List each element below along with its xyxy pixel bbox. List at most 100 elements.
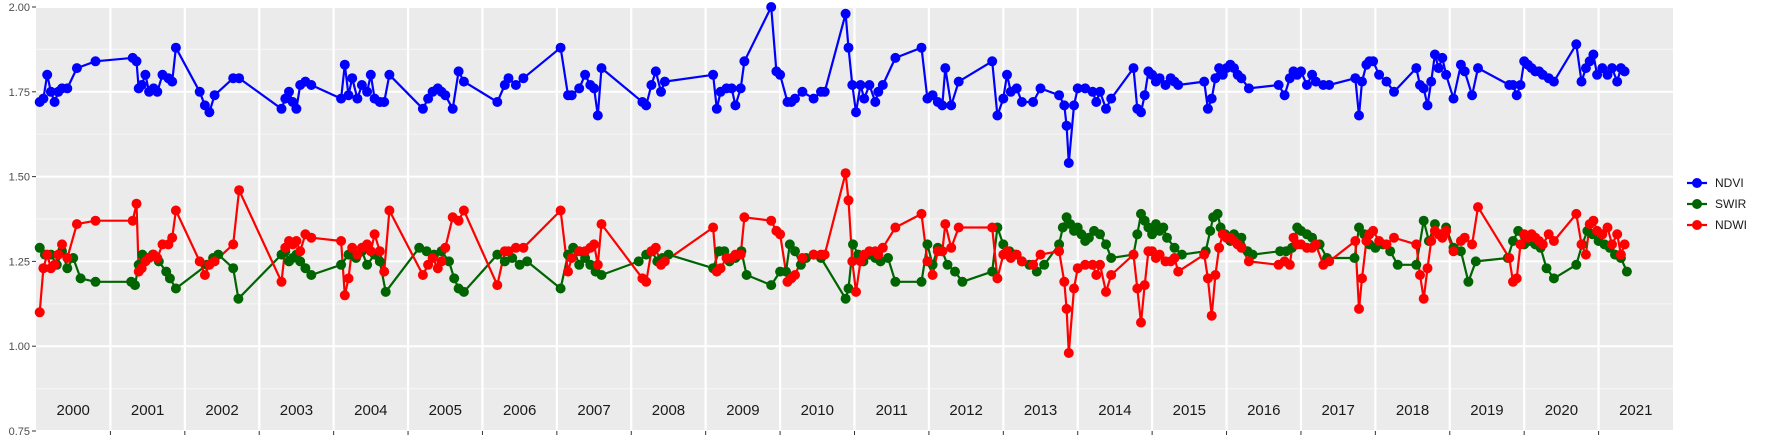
data-point-ndvi xyxy=(510,80,521,90)
legend-key-point xyxy=(1692,199,1702,209)
data-point-ndwi xyxy=(90,215,101,226)
data-point-ndvi xyxy=(940,63,951,74)
data-point-ndvi xyxy=(566,90,577,101)
y-axis: 0.75 1.00 1.25 1.50 1.75 2.00 xyxy=(9,2,1600,438)
year-label: 2002 xyxy=(205,402,238,419)
data-point-ndwi xyxy=(1059,276,1070,287)
data-point-ndvi xyxy=(1202,103,1213,114)
data-point-ndwi xyxy=(1354,303,1364,314)
data-point-ndwi xyxy=(306,232,317,243)
data-point-ndwi xyxy=(1350,236,1361,246)
data-point-swir xyxy=(306,270,317,280)
data-point-ndwi xyxy=(427,253,438,263)
data-point-ndvi xyxy=(49,97,60,107)
data-point-ndwi xyxy=(339,290,350,301)
data-point-ndvi xyxy=(650,66,661,77)
data-point-ndvi xyxy=(708,69,719,80)
data-point-ndwi xyxy=(1473,202,1483,213)
data-point-swir xyxy=(380,286,391,297)
data-point-ndwi xyxy=(840,168,851,179)
data-point-swir xyxy=(1470,256,1481,267)
data-point-ndwi xyxy=(790,270,800,280)
data-point-ndwi xyxy=(167,232,178,243)
data-point-ndvi xyxy=(592,110,603,121)
data-point-swir xyxy=(950,266,960,277)
data-point-ndwi xyxy=(1411,239,1422,250)
data-point-ndvi xyxy=(356,80,367,90)
data-point-ndwi xyxy=(1415,270,1425,280)
data-point-ndvi xyxy=(365,69,376,80)
year-label: 2021 xyxy=(1619,402,1652,419)
data-point-swir xyxy=(1101,239,1111,250)
year-label: 2017 xyxy=(1321,402,1354,419)
data-point-ndwi xyxy=(659,256,670,267)
data-point-ndwi xyxy=(34,307,45,318)
year-label: 2014 xyxy=(1098,402,1131,419)
data-point-ndwi xyxy=(819,249,830,260)
data-point-ndwi xyxy=(1199,249,1210,260)
data-point-swir xyxy=(300,263,311,274)
data-point-swir xyxy=(421,246,432,257)
data-point-ndvi xyxy=(1091,97,1102,107)
data-point-ndwi xyxy=(650,242,661,253)
data-point-ndwi xyxy=(1080,259,1091,270)
data-point-ndvi xyxy=(1002,69,1012,80)
data-point-ndvi xyxy=(1357,76,1367,87)
legend-label: NDWI xyxy=(1715,218,1747,232)
data-point-ndvi xyxy=(140,69,151,80)
data-point-ndwi xyxy=(1139,280,1150,291)
data-point-ndwi xyxy=(1063,348,1074,358)
data-point-swir xyxy=(883,253,893,263)
data-point-ndwi xyxy=(735,249,746,260)
data-point-ndwi xyxy=(1061,303,1072,314)
data-point-ndwi xyxy=(1381,239,1392,250)
data-point-ndwi xyxy=(170,205,181,216)
data-point-ndvi xyxy=(646,80,657,90)
data-point-ndwi xyxy=(53,249,64,260)
data-point-ndvi xyxy=(1389,86,1399,97)
data-point-ndvi xyxy=(1072,83,1083,94)
data-point-ndwi xyxy=(374,246,385,257)
data-point-swir xyxy=(741,270,752,280)
data-point-swir xyxy=(585,259,596,270)
data-point-ndwi xyxy=(295,246,306,257)
data-point-ndvi xyxy=(1441,69,1452,80)
data-point-ndvi xyxy=(1459,66,1470,77)
y-tick-label: 0.75 xyxy=(9,426,30,438)
data-point-ndwi xyxy=(152,253,163,263)
data-point-ndvi xyxy=(62,83,73,94)
data-point-swir xyxy=(1106,253,1117,263)
data-point-ndvi xyxy=(131,56,142,67)
data-point-ndvi xyxy=(1612,76,1623,87)
year-label: 2001 xyxy=(131,402,164,419)
data-point-swir xyxy=(522,256,533,267)
legend-key-point xyxy=(1692,178,1702,188)
data-point-ndvi xyxy=(775,69,786,80)
data-point-ndvi xyxy=(194,86,205,97)
data-point-ndvi xyxy=(291,103,302,114)
data-point-ndvi xyxy=(730,100,741,111)
data-point-ndvi xyxy=(90,56,101,67)
data-point-ndwi xyxy=(1136,317,1146,328)
data-point-swir xyxy=(1541,263,1552,274)
data-point-ndwi xyxy=(1580,249,1591,260)
data-point-ndvi xyxy=(1095,86,1105,97)
data-point-ndwi xyxy=(1169,253,1180,263)
data-point-ndwi xyxy=(847,256,858,267)
data-point-ndvi xyxy=(1467,90,1478,101)
data-point-ndvi xyxy=(937,100,948,111)
data-point-ndvi xyxy=(45,86,56,97)
data-point-ndvi xyxy=(656,86,666,97)
data-point-ndvi xyxy=(1106,93,1117,104)
data-point-ndwi xyxy=(1448,246,1459,257)
data-point-ndwi xyxy=(1612,229,1623,240)
legend-key-point xyxy=(1692,220,1702,230)
data-point-ndvi xyxy=(209,90,220,101)
data-point-ndvi xyxy=(1571,39,1582,50)
data-point-ndvi xyxy=(1473,63,1483,74)
data-point-ndvi xyxy=(379,97,390,107)
data-point-swir xyxy=(34,242,45,253)
data-point-ndvi xyxy=(555,42,566,53)
data-point-ndvi xyxy=(1128,63,1139,74)
